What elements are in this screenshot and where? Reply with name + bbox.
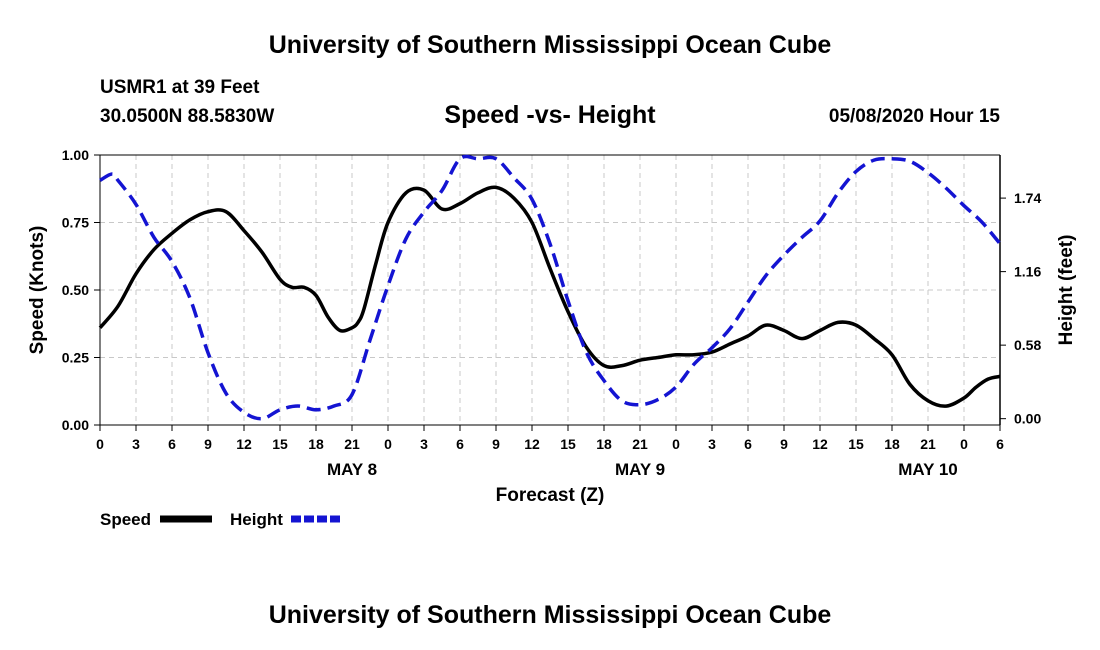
x-tick-label: 18 [596,436,612,452]
x-tick-label: 21 [920,436,936,452]
right-y-tick-label: 1.74 [1014,190,1041,206]
x-tick-label: 21 [344,436,360,452]
left-y-tick-label: 0.75 [62,215,89,231]
forecast-datetime: 05/08/2020 Hour 15 [828,106,1000,127]
x-tick-label: 6 [996,436,1004,452]
right-y-tick-label: 0.58 [1014,337,1041,353]
x-tick-label: 12 [236,436,252,452]
x-tick-label: 6 [744,436,752,452]
x-tick-label: 15 [560,436,576,452]
height-series-line [99,154,1002,421]
day-label: MAY 9 [615,460,665,479]
x-tick-label: 0 [960,436,968,452]
left-y-tick-label: 0.50 [62,282,89,298]
x-tick-label: 0 [672,436,680,452]
left-y-axis-title: Speed (Knots) [27,226,48,355]
x-axis-title: Forecast (Z) [496,485,605,506]
right-y-axis-title: Height (feet) [1056,235,1077,346]
legend-height-label: Height [230,510,283,529]
footer-title: University of Southern Mississippi Ocean… [268,601,832,629]
station-location: 30.0500N 88.5830W [100,106,275,127]
x-tick-label: 15 [848,436,864,452]
x-tick-label: 12 [812,436,828,452]
x-tick-label: 18 [308,436,324,452]
legend-speed-label: Speed [100,510,151,529]
x-tick-label: 3 [132,436,140,452]
x-tick-label: 21 [632,436,648,452]
x-tick-label: 6 [456,436,464,452]
day-label: MAY 10 [898,460,958,479]
x-tick-label: 3 [420,436,428,452]
right-y-tick-label: 1.16 [1014,264,1041,280]
left-y-tick-label: 0.00 [62,417,89,433]
page-title: University of Southern Mississippi Ocean… [268,31,832,59]
chart-subtitle: Speed -vs- Height [444,101,656,129]
x-tick-label: 12 [524,436,540,452]
left-y-tick-label: 0.25 [62,350,89,366]
x-tick-label: 15 [272,436,288,452]
x-tick-label: 0 [384,436,392,452]
day-label: MAY 8 [327,460,377,479]
left-y-tick-label: 1.00 [62,147,89,163]
x-tick-label: 3 [708,436,716,452]
x-tick-label: 0 [96,436,104,452]
x-tick-label: 9 [780,436,788,452]
x-tick-label: 9 [204,436,212,452]
x-tick-label: 6 [168,436,176,452]
station-name: USMR1 at 39 Feet [100,77,260,98]
speed-series-line [98,185,1001,408]
right-y-tick-label: 0.00 [1014,411,1041,427]
x-tick-label: 9 [492,436,500,452]
x-tick-label: 18 [884,436,900,452]
